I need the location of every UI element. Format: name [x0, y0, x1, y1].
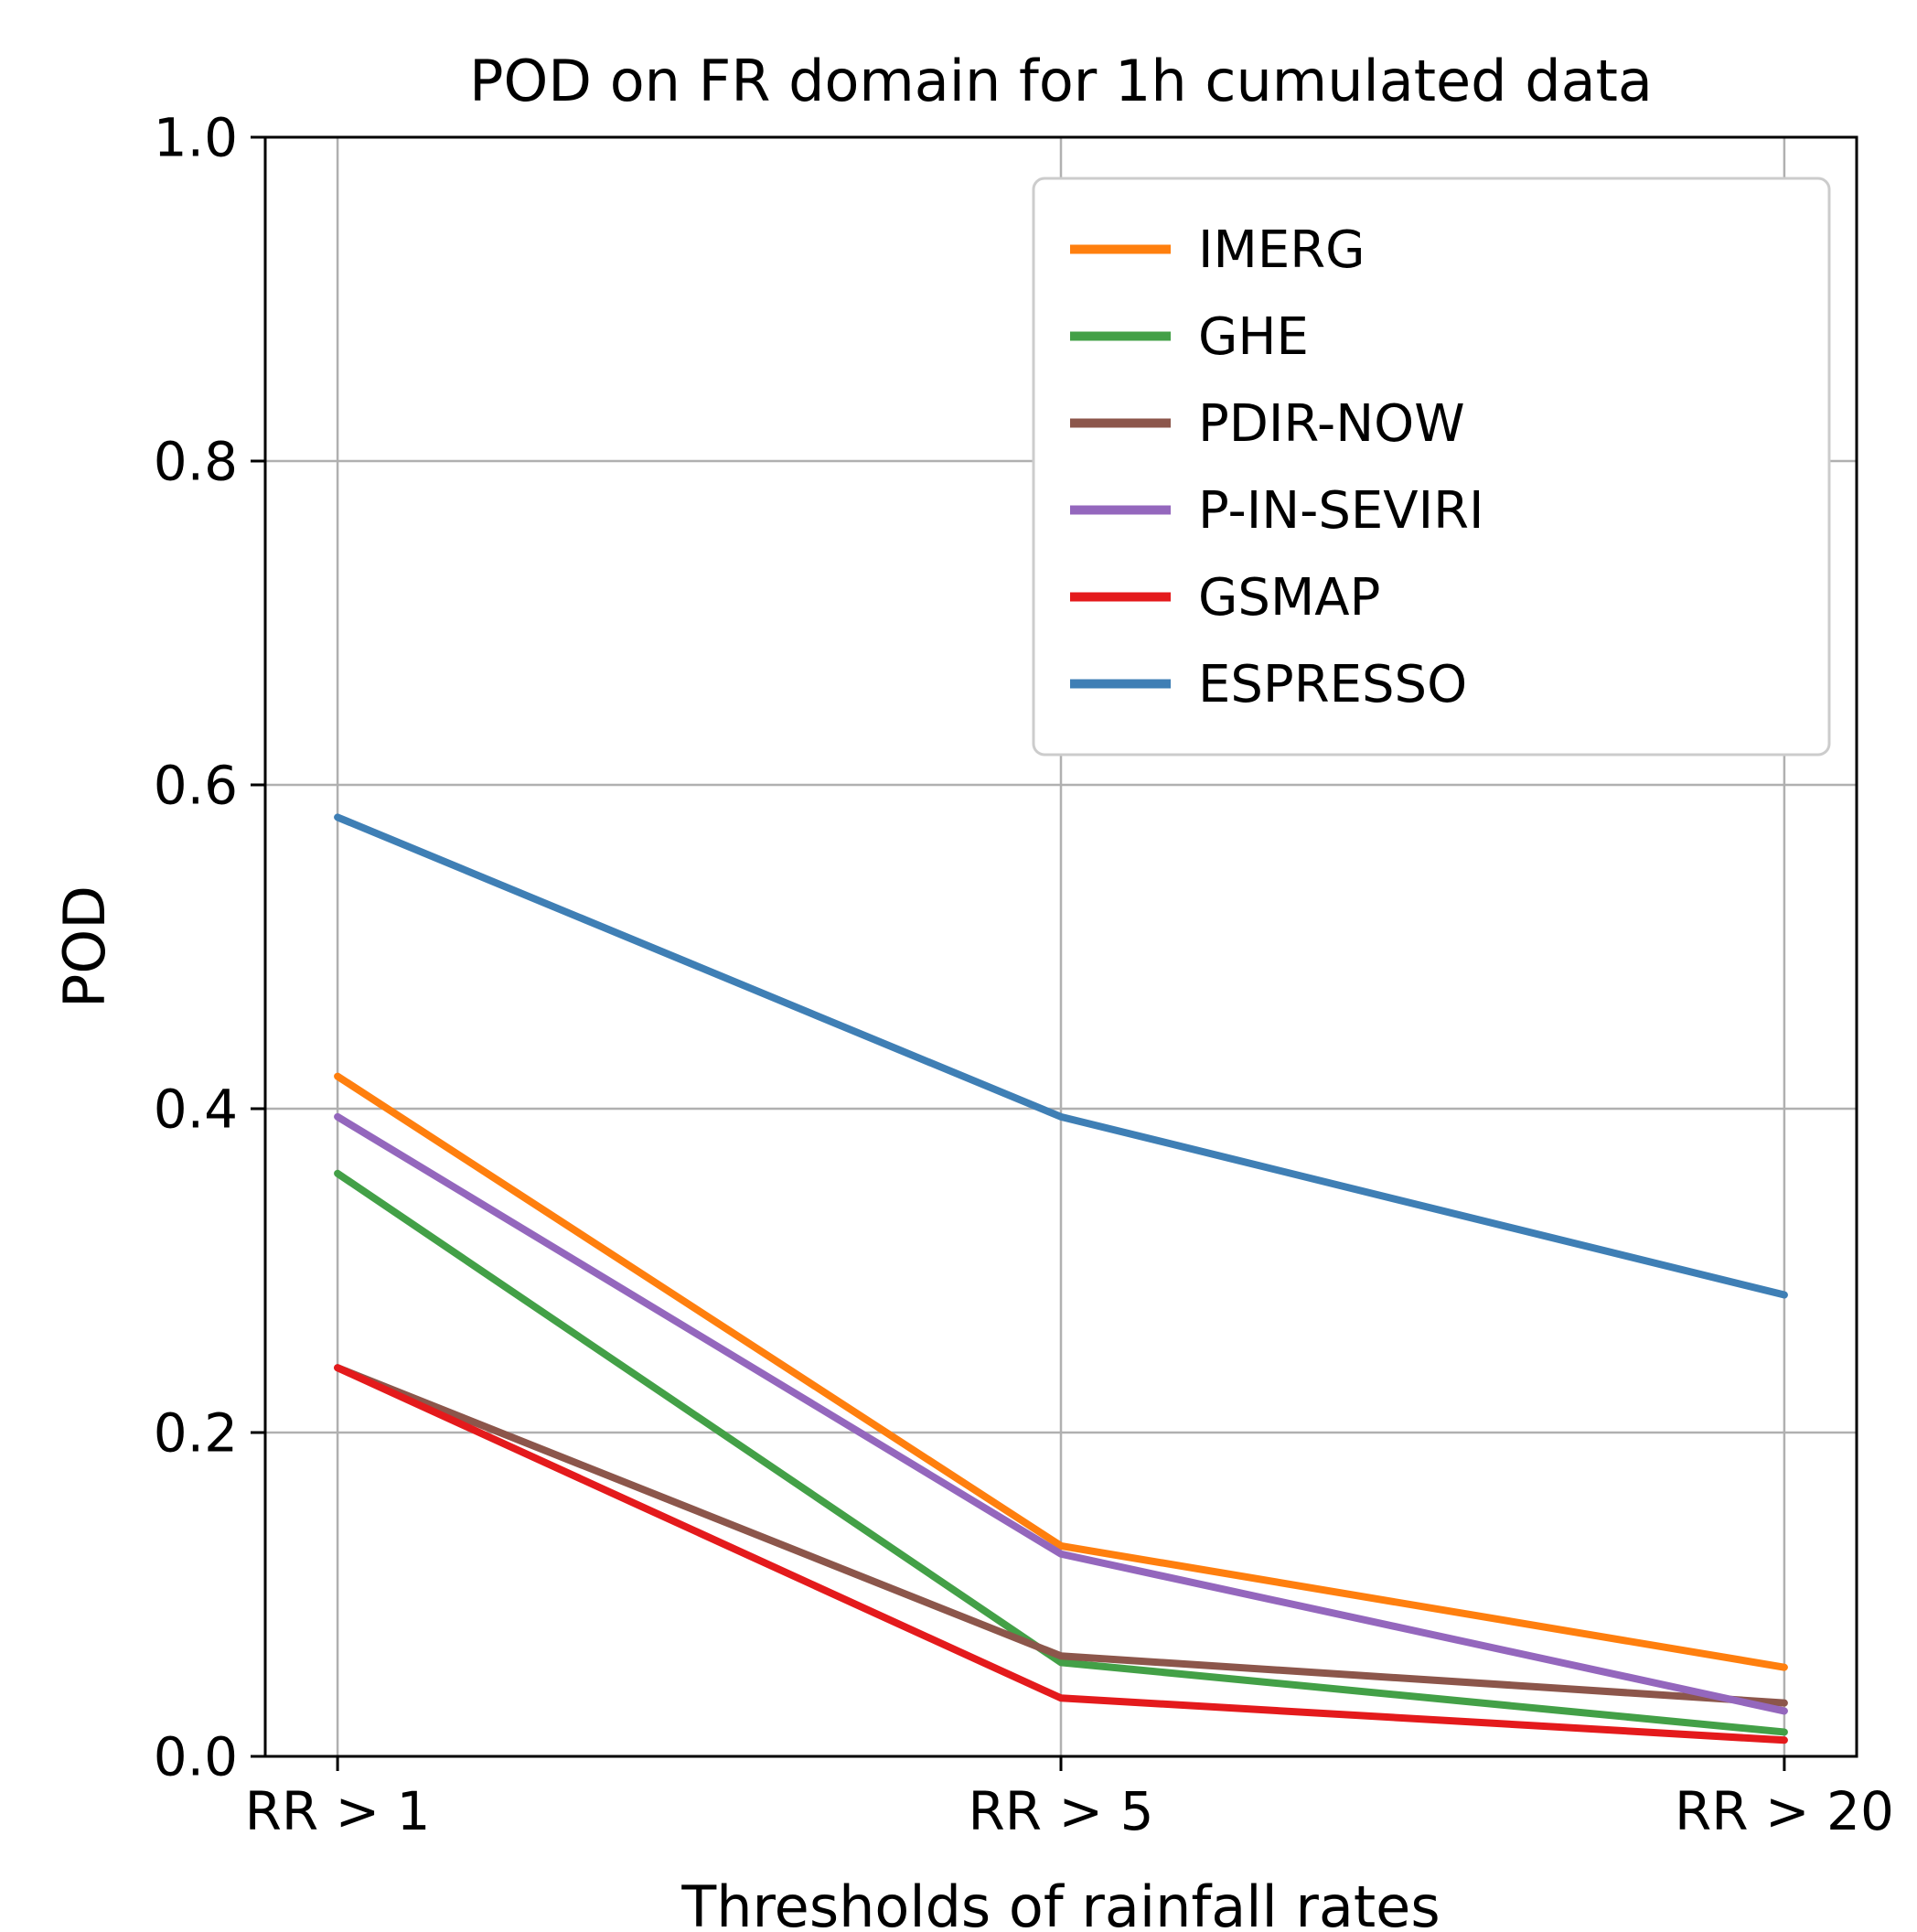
chart-container: RR > 1 RR > 5 RR > 20 0.0 0.2 0.4 0.6 0.8 1.0 Thr…	[0, 0, 1917, 1932]
y-tick-label: 0.8	[154, 430, 238, 492]
y-axis-label: POD	[51, 886, 118, 1008]
legend-label: PDIR-NOW	[1198, 394, 1465, 454]
legend-label: ESPRESSO	[1198, 655, 1467, 714]
x-tick-label: RR > 5	[969, 1780, 1154, 1842]
legend-label: GSMAP	[1198, 568, 1380, 628]
x-axis-label: Thresholds of rainfall rates	[680, 1873, 1440, 1932]
legend-label: IMERG	[1198, 220, 1365, 280]
x-tick-label: RR > 20	[1675, 1780, 1894, 1842]
y-tick-label: 1.0	[154, 106, 238, 168]
legend-label: P-IN-SEVIRI	[1198, 481, 1484, 541]
chart-title: POD on FR domain for 1h cumulated data	[469, 48, 1653, 114]
line-chart: RR > 1 RR > 5 RR > 20 0.0 0.2 0.4 0.6 0.8 1.0 Thr…	[0, 0, 1917, 1932]
y-tick-label: 0.6	[154, 754, 238, 816]
x-tick-label: RR > 1	[245, 1780, 431, 1842]
y-tick-label: 0.0	[154, 1725, 238, 1787]
legend-label: GHE	[1198, 307, 1309, 367]
y-tick-label: 0.2	[154, 1401, 238, 1464]
y-tick-label: 0.4	[154, 1078, 238, 1140]
legend: IMERG GHE PDIR-NOW P-IN-SEVIRI GSMAP ESPRESSO	[1033, 178, 1829, 755]
